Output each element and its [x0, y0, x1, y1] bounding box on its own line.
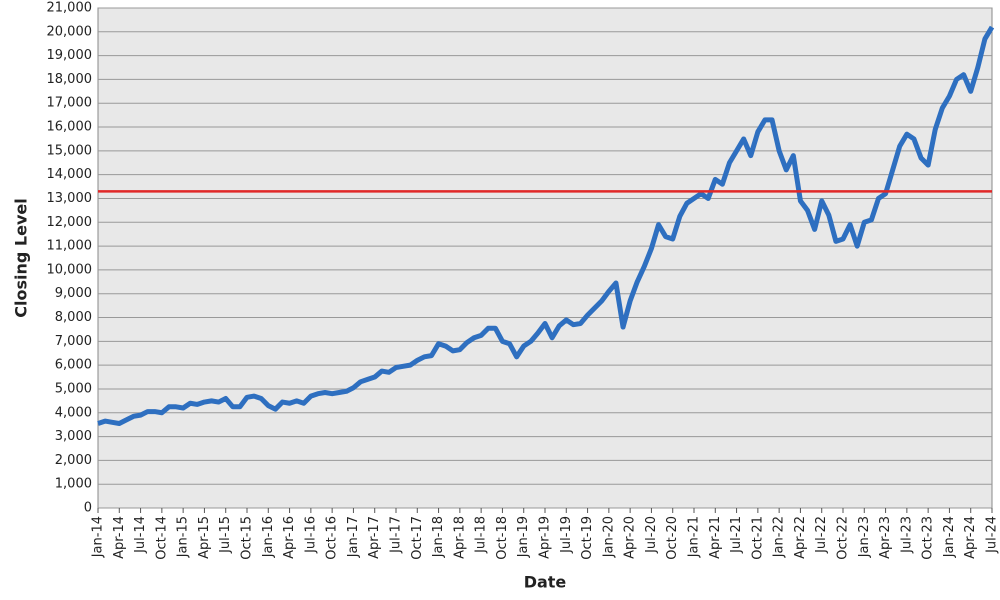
x-tick-label: Jul-21 — [729, 516, 744, 554]
y-tick-label: 0 — [84, 501, 92, 516]
x-tick-label: Jan-15 — [176, 516, 191, 558]
x-tick-label: Oct-17 — [410, 516, 425, 560]
x-tick-label: Jan-23 — [857, 516, 872, 558]
x-tick-label: Oct-22 — [836, 516, 851, 560]
y-tick-label: 9,000 — [55, 286, 92, 301]
x-tick-label: Apr-21 — [708, 516, 723, 559]
y-tick-label: 20,000 — [47, 24, 93, 39]
x-tick-label: Jan-16 — [261, 516, 276, 558]
y-tick-label: 13,000 — [47, 191, 93, 206]
x-axis-title: Date — [524, 573, 567, 592]
y-tick-label: 18,000 — [47, 72, 93, 87]
y-tick-label: 21,000 — [47, 1, 93, 16]
x-tick-label: Apr-22 — [793, 516, 808, 559]
y-tick-label: 3,000 — [55, 429, 92, 444]
x-tick-label: Jan-17 — [346, 516, 361, 558]
x-tick-label: Jan-20 — [601, 516, 616, 558]
x-tick-label: Apr-18 — [452, 516, 467, 559]
y-tick-label: 19,000 — [47, 48, 93, 63]
x-tick-label: Jul-18 — [474, 516, 489, 554]
x-tick-label: Apr-15 — [197, 516, 212, 559]
x-tick-label: Apr-16 — [282, 516, 297, 559]
x-tick-label: Jul-16 — [303, 516, 318, 554]
x-tick-label: Jul-20 — [644, 516, 659, 554]
x-tick-label: Jul-22 — [814, 516, 829, 554]
x-tick-label: Jul-23 — [899, 516, 914, 554]
y-tick-label: 6,000 — [55, 358, 92, 373]
x-tick-label: Jan-22 — [772, 516, 787, 558]
y-tick-label: 10,000 — [47, 262, 93, 277]
x-tick-label: Oct-16 — [325, 516, 340, 560]
x-tick-label: Oct-20 — [665, 516, 680, 560]
x-tick-label: Oct-14 — [154, 516, 169, 560]
y-tick-label: 4,000 — [55, 405, 92, 420]
y-tick-label: 2,000 — [55, 453, 92, 468]
x-tick-label: Oct-21 — [750, 516, 765, 560]
y-tick-label: 14,000 — [47, 167, 93, 182]
x-tick-label: Jan-18 — [431, 516, 446, 558]
line — [97, 25, 995, 426]
x-tick-label: Jul-17 — [389, 516, 404, 554]
x-tick-label: Jul-24 — [985, 516, 1000, 554]
x-tick-label: Apr-17 — [367, 516, 382, 559]
x-tick-label: Oct-23 — [921, 516, 936, 560]
y-tick-label: 11,000 — [47, 239, 93, 254]
y-tick-label: 8,000 — [55, 310, 92, 325]
x-tick-label: Apr-23 — [878, 516, 893, 559]
x-tick-label: Jul-19 — [559, 516, 574, 554]
y-tick-label: 15,000 — [47, 143, 93, 158]
y-tick-label: 16,000 — [47, 120, 93, 135]
x-tick-label: Apr-20 — [623, 516, 638, 559]
y-tick-label: 7,000 — [55, 334, 92, 349]
x-tick-label: Jan-19 — [516, 516, 531, 558]
y-tick-label: 12,000 — [47, 215, 93, 230]
x-tick-label: Apr-19 — [538, 516, 553, 559]
x-tick-label: Apr-24 — [963, 516, 978, 559]
x-tick-label: Jan-14 — [91, 516, 106, 558]
y-axis-title: Closing Level — [12, 198, 31, 317]
x-tick-label: Oct-18 — [495, 516, 510, 560]
y-tick-label: 1,000 — [55, 477, 92, 492]
x-tick-label: Oct-15 — [240, 516, 255, 560]
y-tick-label: 17,000 — [47, 96, 93, 111]
x-tick-label: Jul-15 — [218, 516, 233, 554]
x-tick-label: Apr-14 — [112, 516, 127, 559]
x-tick-label: Oct-19 — [580, 516, 595, 560]
x-tick-label: Jul-14 — [133, 516, 148, 554]
y-tick-label: 5,000 — [55, 381, 92, 396]
x-tick-label: Jan-21 — [687, 516, 702, 558]
x-tick-label: Jan-24 — [942, 516, 957, 558]
plot-area — [97, 7, 993, 509]
